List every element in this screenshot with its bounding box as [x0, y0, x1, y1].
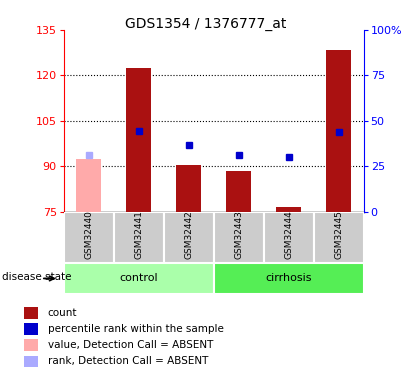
Text: GSM32444: GSM32444 [284, 210, 293, 259]
Bar [214, 262, 364, 294]
Text: percentile rank within the sample: percentile rank within the sample [48, 324, 224, 334]
Bar [64, 262, 214, 294]
Text: GSM32443: GSM32443 [234, 210, 243, 259]
Bar [326, 50, 351, 212]
Text: GSM32445: GSM32445 [334, 210, 343, 259]
Text: disease state: disease state [2, 272, 72, 282]
Text: GSM32441: GSM32441 [134, 210, 143, 259]
Bar [126, 68, 151, 212]
Bar [76, 159, 101, 212]
Bar [64, 212, 114, 262]
Bar [226, 171, 251, 212]
Bar [264, 212, 314, 262]
Bar [314, 212, 364, 262]
Bar [24, 308, 38, 319]
Bar [176, 165, 201, 212]
Bar [24, 323, 38, 335]
Text: GSM32442: GSM32442 [184, 210, 193, 259]
Text: GSM32440: GSM32440 [84, 210, 93, 259]
Text: rank, Detection Call = ABSENT: rank, Detection Call = ABSENT [48, 356, 208, 366]
Bar [114, 212, 164, 262]
Bar [276, 207, 301, 212]
Text: value, Detection Call = ABSENT: value, Detection Call = ABSENT [48, 340, 213, 350]
Bar [24, 339, 38, 351]
Text: control: control [120, 273, 158, 284]
Bar [24, 356, 38, 367]
Text: cirrhosis: cirrhosis [266, 273, 312, 284]
Bar [214, 212, 264, 262]
Text: GDS1354 / 1376777_at: GDS1354 / 1376777_at [125, 17, 286, 31]
Text: count: count [48, 308, 77, 318]
Bar [164, 212, 214, 262]
